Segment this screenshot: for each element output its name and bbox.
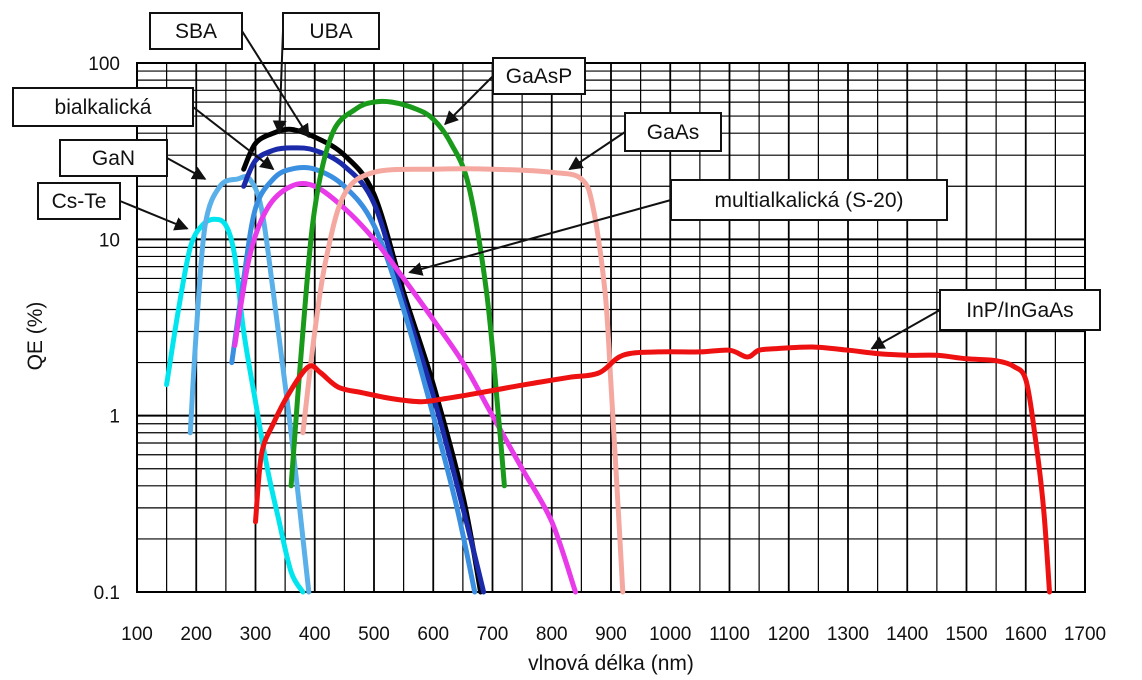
callout-label: GaN: [92, 147, 135, 170]
callout-label: UBA: [309, 20, 352, 43]
x-tick-label: 300: [240, 624, 272, 645]
callout-box: [939, 289, 1101, 331]
series-line-inp-ingaas: [253, 344, 1052, 595]
y-tick-label: 10: [99, 230, 120, 251]
series-line-cs-te: [164, 216, 306, 595]
x-tick-label: 1500: [945, 624, 987, 645]
callout-arrow: [870, 309, 941, 350]
callout-arrow: [408, 199, 672, 276]
callout-box: [12, 87, 194, 127]
callout-box: [37, 182, 121, 220]
x-tick-label: 900: [595, 624, 627, 645]
x-tick-label: 800: [536, 624, 568, 645]
x-tick-label: 400: [299, 624, 331, 645]
x-tick-label: 1200: [768, 624, 810, 645]
x-tick-label: 1300: [827, 624, 869, 645]
callout-box: [282, 12, 380, 50]
callout-box: [149, 12, 243, 50]
callout-label: GaAs: [647, 121, 700, 144]
x-tick-label: 1700: [1064, 624, 1106, 645]
x-tick-label: 500: [358, 624, 390, 645]
callout-box: [670, 179, 948, 221]
callout-gaasp: GaAsP: [444, 57, 586, 126]
y-axis-label: QE (%): [24, 302, 47, 371]
callout-arrow: [166, 157, 207, 180]
callout-label: multialkalická (S-20): [714, 189, 903, 212]
callout-sba: SBA: [149, 12, 310, 139]
callout-label: InP/InGaAs: [966, 299, 1073, 322]
y-tick-label: 100: [88, 54, 120, 75]
callout-label: Cs-Te: [52, 190, 107, 213]
series-line-multialkalick-s-20: [232, 181, 578, 595]
callout-gan: GaN: [59, 139, 207, 180]
callout-label: bialkalická: [55, 96, 152, 119]
callout-cs-te: Cs-Te: [37, 182, 189, 231]
callout-box: [624, 112, 722, 152]
series-line-gaasp: [288, 98, 507, 489]
x-tick-label: 1600: [1005, 624, 1047, 645]
x-tick-label: 1400: [886, 624, 928, 645]
y-tick-label: 1: [109, 407, 120, 428]
callout-arrow: [119, 200, 189, 231]
callout-bialkalick: bialkalická: [12, 87, 275, 171]
x-tick-label: 700: [477, 624, 509, 645]
callout-box: [492, 57, 586, 95]
callout-label: SBA: [175, 20, 217, 43]
series-line-gaas: [300, 166, 626, 595]
series-group: [164, 98, 1052, 595]
series-line-bialkalick: [229, 164, 478, 595]
series-line-sba: [241, 126, 484, 595]
x-axis-label: vlnová délka (nm): [528, 652, 694, 675]
x-tick-label: 100: [121, 624, 153, 645]
callout-arrow: [444, 75, 494, 126]
x-tick-label: 1100: [709, 624, 750, 645]
callouts: SBA UBA GaAsP bialkalická GaAs GaN multialkali…: [12, 12, 1101, 350]
y-tick-label: 0.1: [94, 583, 120, 604]
callout-inp-ingaas: InP/InGaAs: [870, 289, 1101, 350]
x-tick-label: 1000: [649, 624, 691, 645]
callout-multialkalick-s-20: multialkalická (S-20): [408, 179, 948, 276]
callout-gaas: GaAs: [568, 112, 722, 170]
tick-labels: 100 200 300 400 500 600 700 800 900 1000 1100 1200 1…: [88, 54, 1106, 645]
callout-box: [59, 139, 168, 177]
callout-uba: UBA: [272, 12, 380, 135]
callout-arrow: [568, 131, 626, 170]
callout-arrow: [192, 106, 275, 171]
x-tick-label: 600: [417, 624, 449, 645]
callout-arrow: [241, 30, 310, 139]
callout-label: GaAsP: [506, 65, 573, 88]
x-tick-label: 200: [180, 624, 212, 645]
